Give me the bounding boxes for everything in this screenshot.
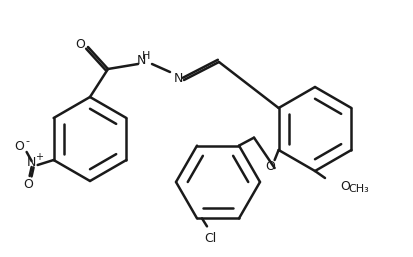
Text: N: N (173, 71, 183, 85)
Text: O: O (24, 179, 33, 191)
Text: Cl: Cl (204, 232, 216, 245)
Text: O: O (75, 38, 85, 50)
Text: O: O (15, 141, 24, 153)
Text: H: H (142, 51, 150, 61)
Text: O: O (340, 179, 350, 192)
Text: -: - (26, 136, 30, 146)
Text: +: + (35, 152, 43, 162)
Text: N: N (136, 53, 146, 67)
Text: CH₃: CH₃ (349, 184, 369, 194)
Text: N: N (27, 157, 36, 170)
Text: O: O (266, 160, 275, 172)
